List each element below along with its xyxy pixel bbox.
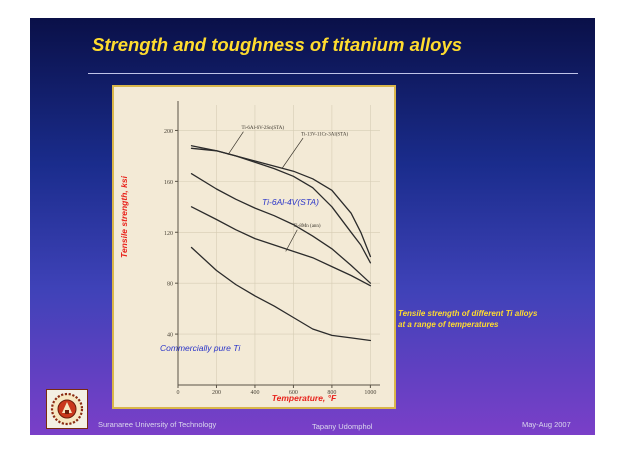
x-tick-label: 600 <box>289 390 298 396</box>
y-tick-label: 200 <box>164 129 173 135</box>
series-line-2 <box>190 147 372 258</box>
tensile-strength-chart: 40 80 120 160 200 0 200 400 600 800 1000 Ti-6Al-6V-… <box>119 101 380 403</box>
chart-figure: 40 80 120 160 200 0 200 400 600 800 1000 Ti-6Al-6V-… <box>112 85 396 409</box>
annotation-ti-6al-4v: Ti-6Al-4V(STA) <box>262 197 319 207</box>
chart-axes <box>175 101 380 388</box>
y-tick-label: 80 <box>167 282 173 288</box>
x-axis-label: Temperature, °F <box>272 393 337 403</box>
x-tick-label: 0 <box>177 390 180 396</box>
chart-caption-line-2: at a range of temperatures <box>398 320 499 329</box>
university-seal-icon <box>50 392 84 426</box>
curve-label-ti-13v-11cr-3al: Ti-13V-11Cr-3Al(STA) <box>301 133 348 138</box>
footer-institution: Suranaree University of Technology <box>98 420 217 429</box>
curve-label-ti-8mn: Ti-8Mn (ann) <box>293 224 321 229</box>
y-tick-label: 40 <box>167 333 173 339</box>
x-tick-label: 1000 <box>364 390 376 396</box>
chart-series <box>190 131 372 342</box>
y-tick-label: 120 <box>164 231 173 237</box>
chart-caption-line-1: Tensile strength of different Ti alloys <box>398 309 538 318</box>
footer-date: May-Aug 2007 <box>522 420 571 429</box>
curve-label-ti-6al-6v-2sn: Ti-6Al-6V-2Sn(STA) <box>241 126 284 131</box>
series-line-5 <box>190 246 372 342</box>
annotation-commercially-pure-ti: Commercially pure Ti <box>160 343 241 353</box>
series-line-3 <box>190 173 372 284</box>
x-tick-label: 200 <box>212 390 221 396</box>
leader-line-ti8mn <box>285 229 298 252</box>
series-line-4 <box>190 206 372 287</box>
footer-author: Tapany Udomphol <box>312 422 373 431</box>
leader-line-ti66 <box>227 131 244 155</box>
slide: Strength and toughness of titanium alloy… <box>30 18 595 435</box>
y-tick-label: 160 <box>164 180 173 186</box>
slide-title: Strength and toughness of titanium alloy… <box>92 34 463 55</box>
x-tick-label: 400 <box>250 390 259 396</box>
y-axis-label: Tensile strength, ksi <box>119 175 129 258</box>
leader-line-ti13 <box>281 137 304 169</box>
x-tick-label: 800 <box>327 390 336 396</box>
university-logo <box>46 389 88 429</box>
title-divider <box>88 73 578 74</box>
chart-tick-labels: 40 80 120 160 200 0 200 400 600 800 1000 Ti-6Al-6V-… <box>164 126 376 396</box>
